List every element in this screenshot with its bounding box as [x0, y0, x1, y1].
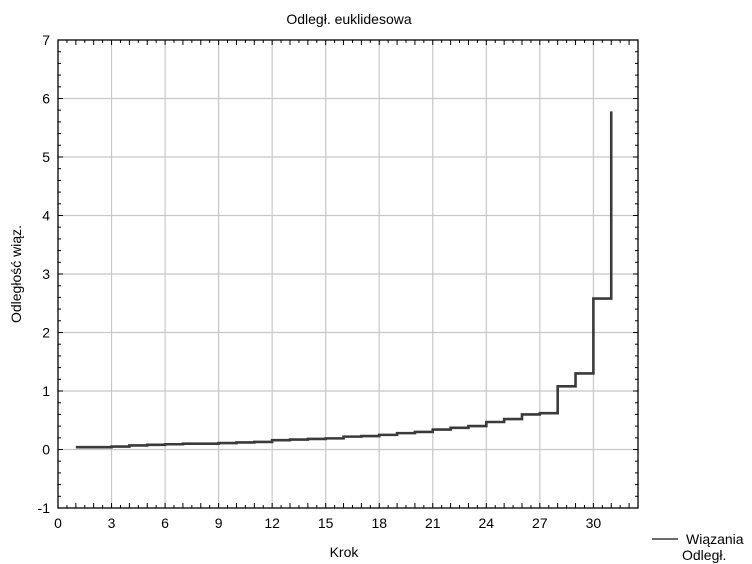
legend-label-line2: Odległ.	[682, 547, 726, 563]
y-tick-label: -1	[38, 500, 51, 516]
x-tick-label: 30	[586, 515, 602, 531]
y-tick-label: 6	[42, 91, 50, 107]
x-axis-label: Krok	[330, 544, 360, 560]
x-tick-label: 6	[161, 515, 169, 531]
x-tick-label: 21	[425, 515, 441, 531]
legend-label-line1: Wiązania	[686, 531, 744, 547]
y-tick-label: 2	[42, 325, 50, 341]
x-tick-label: 9	[215, 515, 223, 531]
x-tick-label: 15	[318, 515, 334, 531]
y-tick-label: 3	[42, 266, 50, 282]
y-tick-label: 0	[42, 442, 50, 458]
plot-frame	[57, 39, 639, 509]
y-axis-label: Odległość wiąz.	[8, 225, 24, 323]
y-tick-labels: -1 0 1 2 3 4 5 6 7	[38, 32, 51, 516]
legend: Wiązania Odległ.	[652, 531, 744, 563]
y-tick-label: 5	[42, 149, 50, 165]
x-tick-label: 3	[108, 515, 116, 531]
x-tick-label: 0	[54, 515, 62, 531]
x-tick-label: 27	[532, 515, 548, 531]
y-tick-label: 1	[42, 383, 50, 399]
y-tick-label: 4	[42, 208, 50, 224]
x-tick-label: 24	[479, 515, 495, 531]
y-tick-label: 7	[42, 32, 50, 48]
chart-title: Odległ. euklidesowa	[286, 11, 412, 27]
x-tick-labels: 0 3 6 9 12 15 18 21 24 27 30	[54, 515, 601, 531]
grid	[58, 40, 638, 508]
x-tick-label: 18	[371, 515, 387, 531]
series-line	[75, 111, 613, 449]
x-tick-label: 12	[264, 515, 280, 531]
